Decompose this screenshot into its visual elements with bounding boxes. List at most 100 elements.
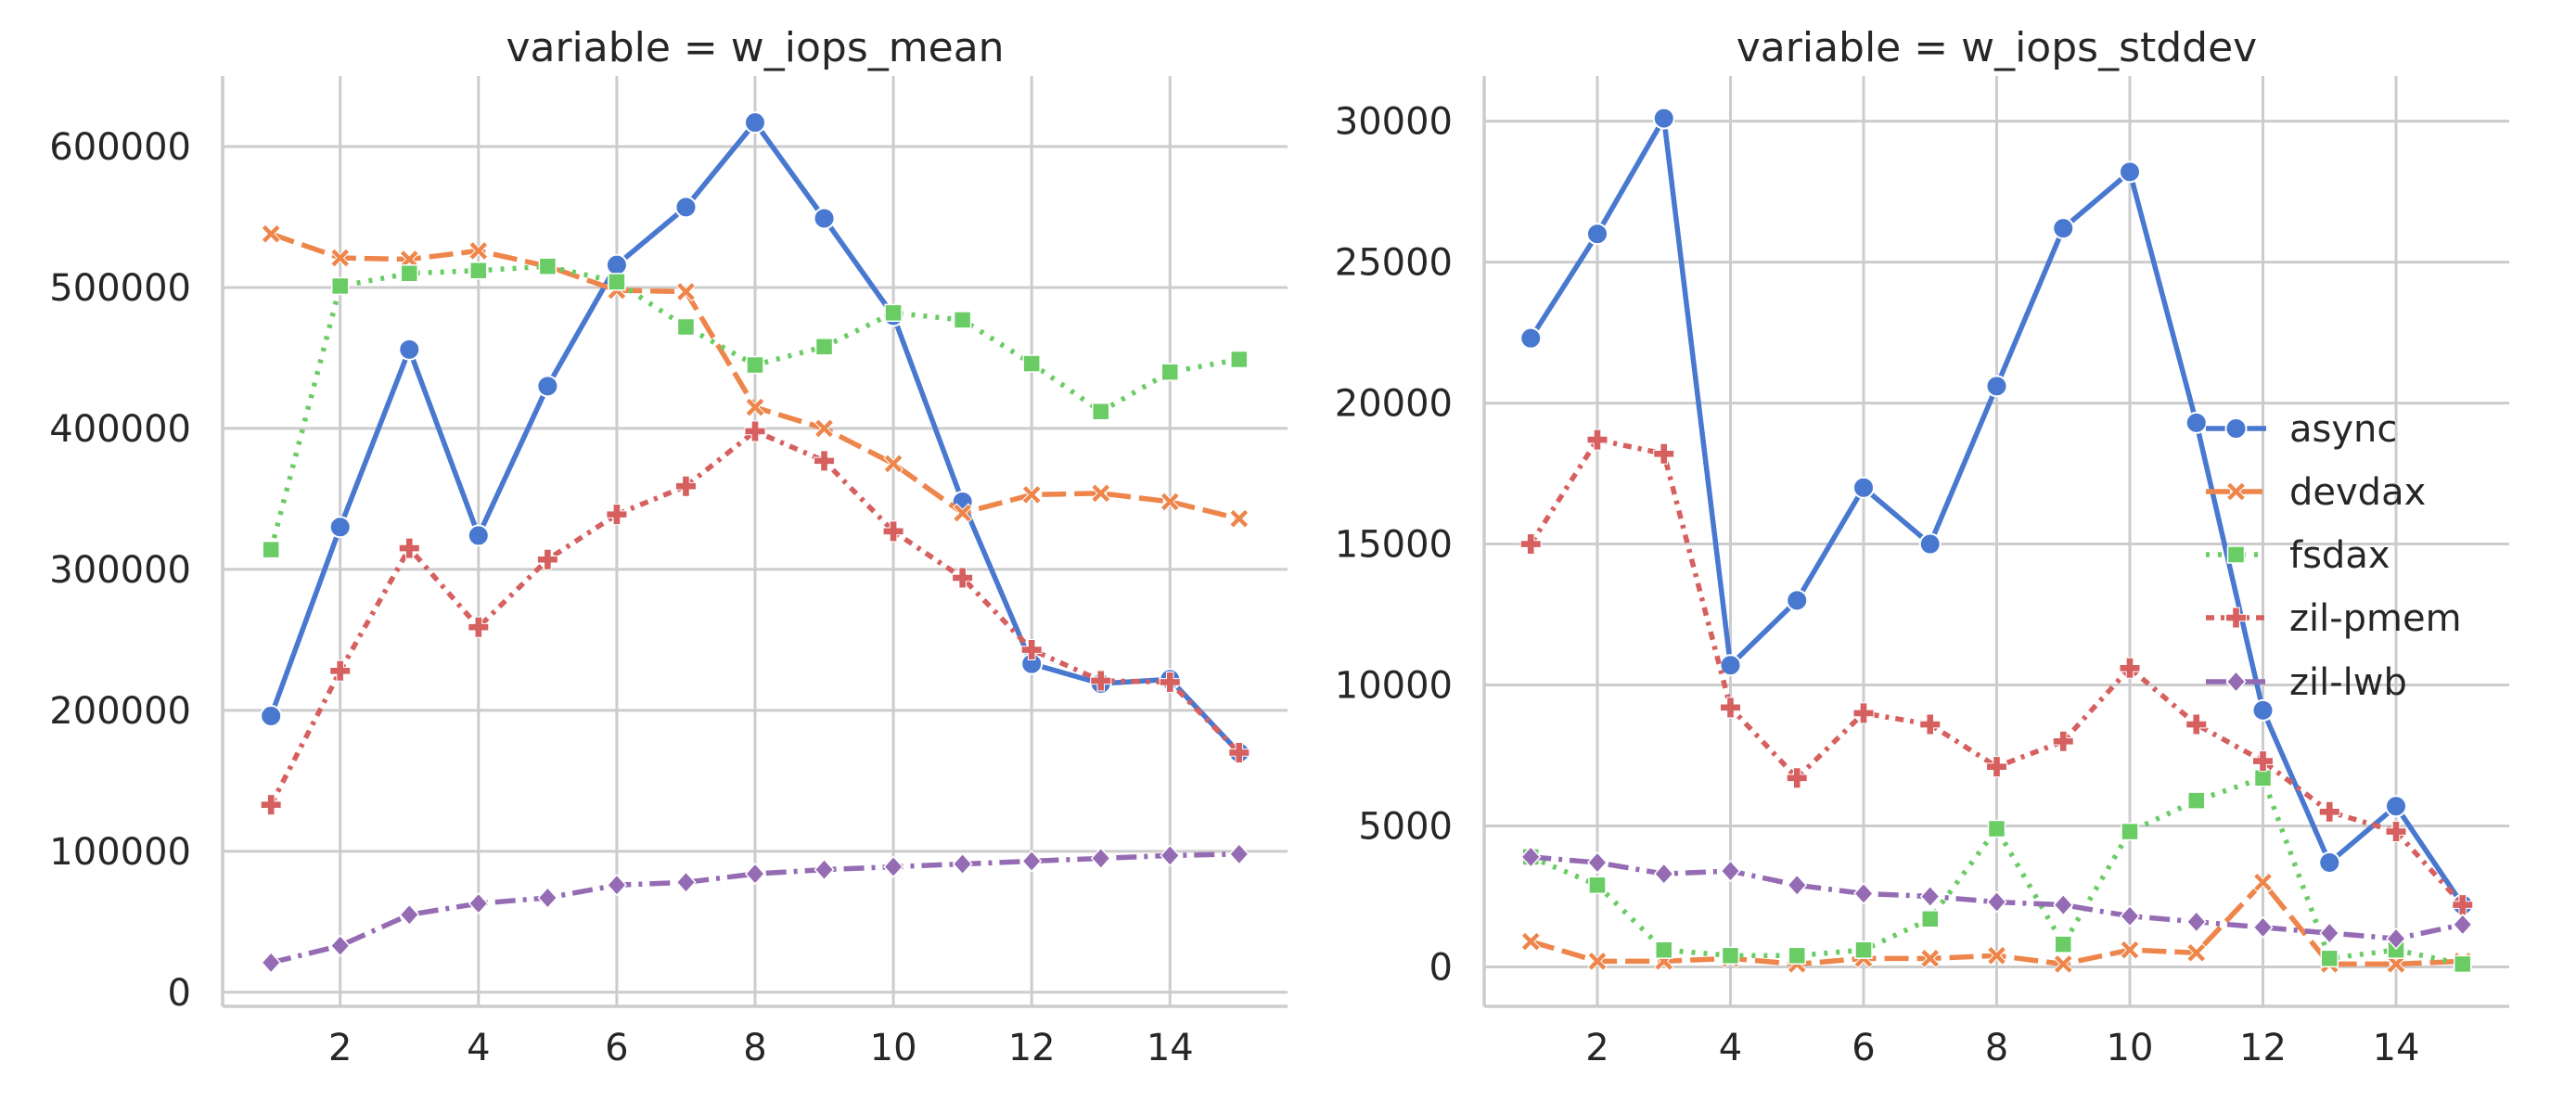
data-point-zil-pmem bbox=[1020, 639, 1043, 661]
data-point-zil-pmem bbox=[2052, 730, 2074, 752]
data-point-zil-pmem bbox=[1786, 767, 1808, 789]
data-point-fsdax bbox=[1230, 350, 1249, 369]
y-tick-label: 30000 bbox=[1335, 101, 1453, 144]
y-tick-label: 200000 bbox=[49, 690, 191, 733]
data-point-zil-pmem bbox=[2252, 750, 2275, 773]
y-tick-label: 0 bbox=[1429, 946, 1453, 989]
data-point-zil-pmem bbox=[1653, 442, 1675, 465]
data-point-fsdax bbox=[676, 317, 696, 337]
data-point-zil-lwb bbox=[883, 855, 904, 878]
data-point-zil-pmem bbox=[1519, 533, 1542, 556]
data-point-async bbox=[260, 704, 283, 727]
data-point-zil-pmem bbox=[536, 548, 558, 570]
data-point-fsdax bbox=[1854, 940, 1873, 959]
data-point-async bbox=[2251, 698, 2275, 722]
data-point-async bbox=[1918, 532, 1942, 556]
series-line-fsdax bbox=[1530, 775, 2464, 967]
data-point-async bbox=[1519, 326, 1543, 350]
data-point-zil-pmem bbox=[1852, 702, 1875, 724]
data-point-zil-lwb bbox=[2452, 913, 2473, 936]
data-point-async bbox=[1652, 107, 1675, 130]
data-point-zil-lwb bbox=[468, 891, 489, 915]
legend-item-fsdax: fsdax bbox=[2206, 534, 2390, 577]
data-point-zil-lwb bbox=[1228, 842, 1250, 865]
y-tick-label: 25000 bbox=[1335, 242, 1453, 285]
series-zil-pmem bbox=[260, 420, 1250, 816]
data-point-fsdax bbox=[469, 261, 488, 280]
data-point-devdax bbox=[330, 248, 351, 268]
x-tick-label: 8 bbox=[743, 1027, 766, 1069]
data-point-zil-pmem bbox=[260, 794, 282, 816]
panel-1: 0 100000 200000 300000 400000 500000 600000 2 4 6… bbox=[49, 24, 1288, 1069]
data-point-zil-pmem bbox=[1586, 429, 1608, 451]
data-point-zil-pmem bbox=[1159, 671, 1181, 693]
data-point-async bbox=[1852, 476, 1875, 499]
data-point-async bbox=[674, 196, 698, 219]
data-point-zil-pmem bbox=[2385, 821, 2407, 843]
data-point-zil-lwb bbox=[1919, 885, 1941, 908]
legend-label: async bbox=[2289, 408, 2397, 451]
data-point-async bbox=[2318, 851, 2341, 874]
data-point-async bbox=[398, 338, 421, 361]
data-point-async bbox=[536, 375, 559, 398]
data-point-fsdax bbox=[1091, 402, 1110, 421]
data-point-devdax bbox=[2386, 953, 2406, 975]
data-point-zil-lwb bbox=[2119, 904, 2141, 928]
y-tick-label: 500000 bbox=[49, 267, 191, 310]
legend-marker-fsdax bbox=[2226, 545, 2246, 564]
data-point-devdax bbox=[675, 281, 697, 302]
data-point-devdax bbox=[1520, 931, 1541, 952]
data-point-async bbox=[1786, 589, 1809, 612]
series-line-zil-pmem bbox=[1528, 437, 2465, 907]
data-point-devdax bbox=[1587, 951, 1608, 972]
data-point-fsdax bbox=[2454, 954, 2472, 974]
data-point-zil-lwb bbox=[1986, 890, 2007, 914]
data-point-zil-lwb bbox=[329, 934, 351, 957]
data-point-zil-pmem bbox=[1090, 670, 1112, 692]
x-tick-label: 2 bbox=[328, 1027, 352, 1069]
legend-item-zil-lwb: zil-lwb bbox=[2206, 661, 2407, 704]
data-point-zil-pmem bbox=[1986, 756, 2007, 778]
x-tick-label: 4 bbox=[1719, 1027, 1742, 1069]
data-point-zil-pmem bbox=[468, 616, 490, 638]
data-point-zil-lwb bbox=[606, 874, 627, 897]
data-point-fsdax bbox=[884, 303, 903, 323]
data-point-devdax bbox=[2252, 872, 2274, 892]
data-point-zil-lwb bbox=[399, 903, 420, 927]
data-point-zil-pmem bbox=[952, 567, 974, 589]
x-tick-label: 4 bbox=[467, 1027, 490, 1069]
legend-label: zil-pmem bbox=[2289, 597, 2462, 640]
data-point-fsdax bbox=[1721, 946, 1740, 966]
data-point-zil-lwb bbox=[1520, 845, 1542, 869]
data-point-devdax bbox=[468, 240, 489, 262]
data-point-zil-pmem bbox=[882, 520, 904, 543]
data-point-zil-lwb bbox=[2386, 927, 2407, 951]
data-point-zil-pmem bbox=[674, 475, 697, 497]
data-point-fsdax bbox=[1788, 946, 1806, 966]
data-point-zil-lwb bbox=[1653, 863, 1674, 886]
data-point-async bbox=[467, 524, 490, 547]
data-point-zil-lwb bbox=[1090, 847, 1111, 870]
data-point-devdax bbox=[745, 397, 765, 417]
data-point-zil-lwb bbox=[2252, 915, 2274, 940]
data-point-zil-pmem bbox=[2119, 657, 2141, 679]
legend-label: devdax bbox=[2289, 471, 2426, 514]
data-point-fsdax bbox=[400, 264, 419, 283]
series-zil-pmem bbox=[1519, 429, 2474, 916]
panel-title: variable = w_iops_mean bbox=[506, 24, 1004, 71]
data-point-async bbox=[1985, 375, 2008, 398]
data-point-zil-lwb bbox=[1852, 882, 1875, 905]
data-point-zil-lwb bbox=[2185, 910, 2207, 933]
data-point-zil-pmem bbox=[329, 659, 352, 682]
x-tick-label: 6 bbox=[1852, 1027, 1875, 1069]
data-point-zil-lwb bbox=[814, 858, 835, 881]
x-tick-label: 10 bbox=[870, 1027, 917, 1069]
y-tick-label: 10000 bbox=[1335, 665, 1453, 708]
data-point-zil-lwb bbox=[261, 951, 282, 975]
data-point-fsdax bbox=[2187, 791, 2206, 810]
data-point-devdax bbox=[1229, 508, 1250, 529]
data-point-zil-lwb bbox=[1021, 850, 1043, 873]
data-point-async bbox=[2052, 217, 2075, 240]
x-tick-label: 12 bbox=[2239, 1027, 2287, 1069]
